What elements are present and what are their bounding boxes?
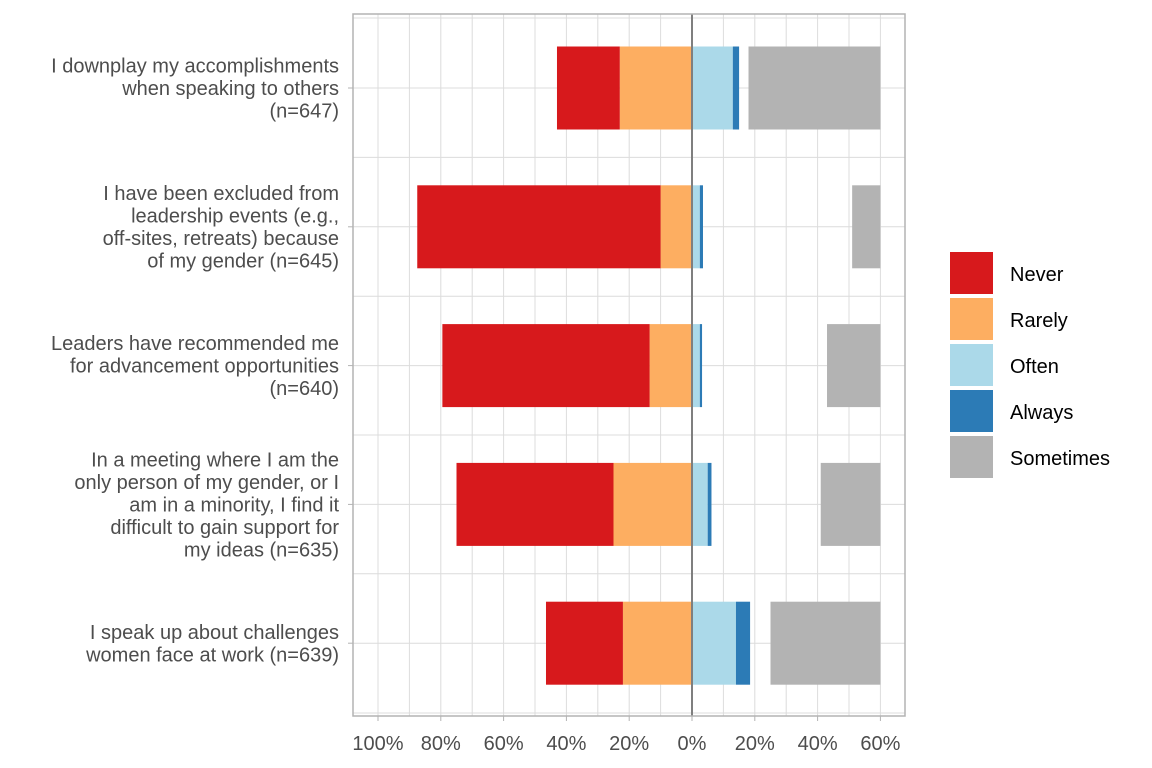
bar-always	[707, 462, 712, 546]
x-tick-label: 20%	[735, 733, 775, 755]
bar-never	[545, 601, 623, 685]
legend-label-never: Never	[1010, 264, 1064, 286]
legend-swatch-often	[950, 344, 993, 386]
bar-never	[417, 185, 661, 269]
legend-swatch-sometimes	[950, 436, 993, 478]
legend-swatch-never	[950, 252, 993, 294]
category-label-line: difficult to gain support for	[110, 517, 339, 539]
category-label-line: of my gender (n=645)	[147, 251, 339, 273]
category-label-line: I have been excluded from	[103, 183, 339, 205]
bar-never	[456, 462, 614, 546]
x-tick-label: 80%	[421, 733, 461, 755]
bar-often	[692, 324, 700, 408]
plot-frame	[348, 13, 906, 721]
x-tick-label: 40%	[798, 733, 838, 755]
category-label-line: only person of my gender, or I	[74, 472, 339, 494]
bar-often	[692, 46, 733, 130]
legend-swatch-always	[950, 390, 993, 432]
bar-rarely	[613, 462, 692, 546]
bar-never	[556, 46, 620, 130]
bar-always	[732, 46, 740, 130]
category-label: I downplay my accomplishments when speaki…	[51, 56, 339, 123]
bar-sometimes	[748, 46, 881, 130]
bar-sometimes	[820, 462, 881, 546]
category-label: I have been excluded from leadership even…	[103, 183, 339, 272]
category-label-line: off-sites, retreats) because	[103, 228, 339, 250]
category-label-line: (n=647)	[270, 101, 340, 123]
bar-sometimes	[770, 601, 881, 685]
legend-swatch-rarely	[950, 298, 993, 340]
bars	[417, 46, 881, 685]
category-label-line: women face at work (n=639)	[85, 644, 339, 666]
category-label-line: am in a minority, I find it	[129, 494, 339, 516]
category-label-line: I speak up about challenges	[90, 622, 339, 644]
category-label-line: leadership events (e.g.,	[131, 206, 339, 228]
category-label: Leaders have recommended me for advanceme…	[51, 333, 339, 400]
bar-always	[699, 185, 703, 269]
x-tick-label: 100%	[352, 733, 403, 755]
x-tick-label: 40%	[546, 733, 586, 755]
x-tick-label: 60%	[484, 733, 524, 755]
bar-never	[442, 324, 650, 408]
category-label-line: In a meeting where I am the	[91, 449, 339, 471]
y-axis-labels: I downplay my accomplishments when speaki…	[51, 56, 339, 667]
legend: Never Rarely Often Always Sometimes	[950, 252, 1110, 478]
bar-often	[692, 601, 736, 685]
legend-label-rarely: Rarely	[1010, 310, 1068, 332]
category-label-line: my ideas (n=635)	[184, 539, 339, 561]
bar-sometimes	[827, 324, 881, 408]
bar-sometimes	[852, 185, 881, 269]
x-tick-label: 60%	[860, 733, 900, 755]
legend-label-sometimes: Sometimes	[1010, 448, 1110, 470]
category-label: In a meeting where I am the only person o…	[74, 449, 339, 561]
category-label-line: when speaking to others	[121, 78, 339, 100]
bar-rarely	[660, 185, 692, 269]
x-tick-label: 20%	[609, 733, 649, 755]
bar-always	[699, 324, 703, 408]
bar-always	[735, 601, 751, 685]
x-axis-labels: 100% 80% 60% 40% 20% 0% 20% 40% 60%	[352, 733, 900, 755]
bar-often	[692, 185, 700, 269]
category-label-line: for advancement opportunities	[70, 356, 339, 378]
category-label-line: I downplay my accomplishments	[51, 56, 339, 78]
category-label-line: Leaders have recommended me	[51, 333, 339, 355]
legend-label-always: Always	[1010, 402, 1073, 424]
bar-rarely	[622, 601, 692, 685]
legend-label-often: Often	[1010, 356, 1059, 378]
category-label-line: (n=640)	[270, 378, 340, 400]
bar-rarely	[619, 46, 692, 130]
bar-often	[692, 462, 708, 546]
bar-rarely	[649, 324, 692, 408]
x-tick-label: 0%	[678, 733, 707, 755]
category-label: I speak up about challenges women face at…	[85, 622, 339, 667]
